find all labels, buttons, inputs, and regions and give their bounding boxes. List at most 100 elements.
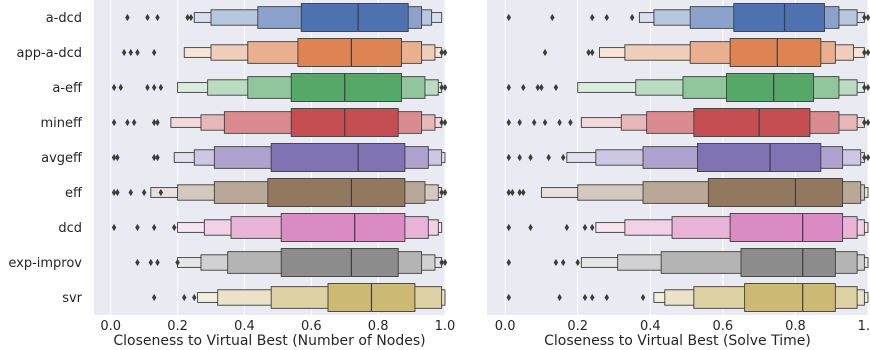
box-level-0 [693,108,811,137]
outlier-point [141,188,147,197]
category-tick-label: avgeff [41,151,83,166]
outlier-point [560,258,566,267]
outlier-point [188,13,194,22]
box-level-0 [280,213,406,242]
outlier-point [629,13,635,22]
outlier-point [582,293,588,302]
outlier-point [862,13,867,22]
outlier-point [125,13,130,22]
outlier-point [442,48,448,57]
outlier-point [506,13,512,22]
box-group-a-eff [111,73,448,102]
category-tick-label: mineff [41,116,84,131]
box-group-svr [506,283,869,312]
outlier-point [442,83,448,92]
outlier-point [865,153,870,162]
category-tick-label: app-a-dcd [17,46,82,61]
outlier-point [439,188,444,197]
outlier-point [564,223,570,232]
box-group-mineff [111,108,448,137]
box-level-0 [744,283,836,312]
outlier-point [568,118,573,127]
box-group-dcd [506,213,869,242]
x-tick-label: 0.4 [640,319,661,334]
box-level-0 [726,73,815,102]
outlier-point [151,118,157,127]
box-group-avgeff [111,143,446,172]
outlier-point [145,13,150,22]
outlier-point [506,258,512,267]
outlier-point [604,13,609,22]
outlier-point [175,258,180,267]
outlier-point [865,83,870,92]
outlier-point [111,223,117,232]
outlier-point [111,188,117,197]
outlier-point [521,188,526,197]
outlier-point [155,13,160,22]
outlier-point [148,258,154,267]
x-tick-label: 0.6 [301,319,322,334]
category-tick-label: eff [65,186,83,201]
outlier-point [528,223,533,232]
category-tick-label: exp-improv [8,256,82,271]
box-group-exp-improv [506,248,869,277]
outlier-point [118,83,123,92]
outlier-point [145,83,150,92]
outlier-point [589,13,595,22]
box-group-exp-improv [135,248,448,277]
outlier-point [111,118,117,127]
outlier-point [517,153,522,162]
x-tick-label: 0.2 [567,319,588,334]
outlier-point [185,13,190,22]
outlier-point [128,48,134,57]
outlier-point [506,223,512,232]
outlier-point [553,83,559,92]
outlier-point [586,48,591,57]
box-level-0 [729,38,822,67]
outlier-point [553,258,559,267]
box-group-svr [151,283,446,312]
outlier-point [582,223,588,232]
box-level-0 [290,73,402,102]
outlier-point [111,83,117,92]
box-group-eff [506,178,869,207]
outlier-point [442,188,448,197]
outlier-point [506,83,512,92]
box-level-0 [297,38,402,67]
outlier-point [546,153,551,162]
outlier-point [171,223,177,232]
outlier-point [135,258,140,267]
box-group-mineff [506,108,870,137]
outlier-point [589,293,595,302]
outlier-point [589,223,595,232]
box-level-0 [280,248,399,277]
solve-time-panel: 0.0 0.2 0.4 0.6 0.8 1.0 Closeness to Virtual B… [487,0,870,349]
outlier-point [542,118,548,127]
outlier-point [862,48,867,57]
x-tick-label: 1.0 [858,319,870,334]
box-group-app-a-dcd [121,38,448,67]
outlier-point [131,118,137,127]
outlier-point [557,118,562,127]
x-tick-label: 0.4 [234,319,255,334]
outlier-point [557,293,562,302]
outlier-point [111,153,117,162]
outlier-point [155,258,160,267]
outlier-point [151,293,157,302]
outlier-point [506,293,512,302]
outlier-point [442,258,448,267]
outlier-point [862,153,867,162]
category-tick-label: a-eff [52,81,83,96]
box-group-a-dcd [125,3,443,32]
outlier-point [125,118,130,127]
outlier-point [442,118,448,127]
outlier-point [575,258,580,267]
outlier-point [539,83,544,92]
box-level-0 [697,143,822,172]
outlier-point [865,13,870,22]
box-group-dcd [111,213,443,242]
x-tick-label: 0.2 [167,319,188,334]
x-tick-label: 0.8 [785,319,806,334]
box-group-app-a-dcd [542,38,870,67]
